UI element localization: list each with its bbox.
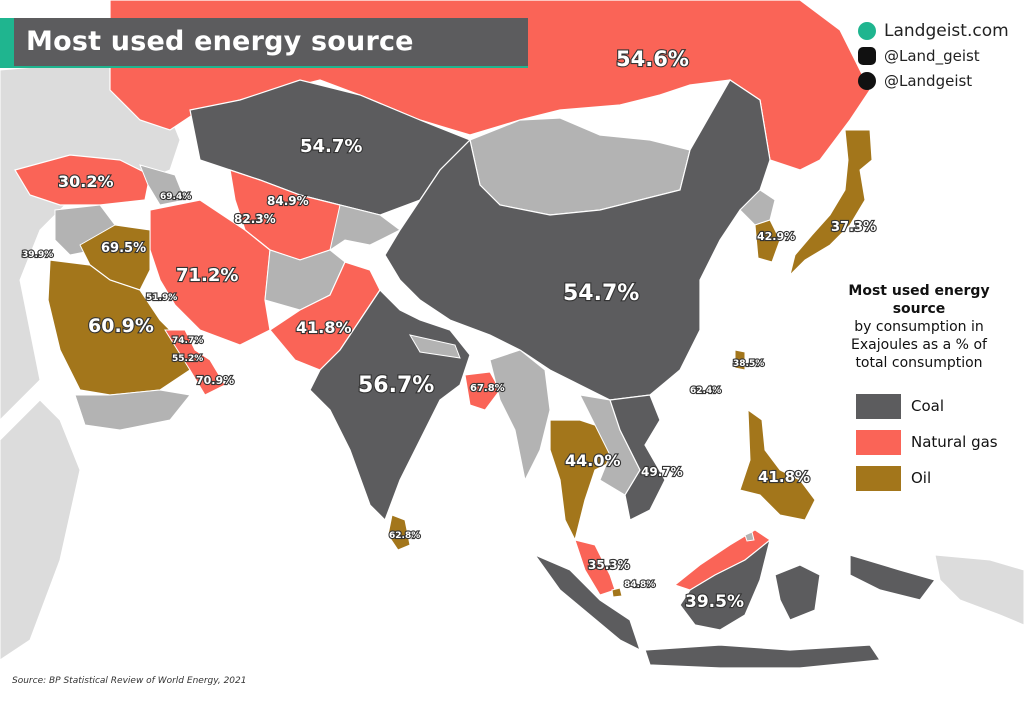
region-label-malaysia: 35.3% <box>588 558 630 572</box>
indonesia-region <box>533 538 937 669</box>
region-label-japan: 37.3% <box>831 220 876 235</box>
globe-icon <box>858 21 876 40</box>
gulf-states-region <box>164 329 226 396</box>
page-title: Most used energy source <box>26 26 414 57</box>
region-label-south-korea: 42.9% <box>757 230 795 243</box>
south-korea-region <box>754 219 781 263</box>
bangladesh-region <box>464 371 501 411</box>
africa-land <box>0 399 81 661</box>
brand-instagram-row[interactable]: @Land_geist <box>858 43 1018 68</box>
region-label-indonesia: 39.5% <box>685 592 744 612</box>
region-label-pakistan: 41.8% <box>296 318 352 337</box>
myanmar-region <box>489 349 551 482</box>
legend-label-oil: Oil <box>911 469 932 487</box>
legend-label-coal: Coal <box>911 397 945 415</box>
sri-lanka-region <box>387 514 411 551</box>
legend-label-gas: Natural gas <box>911 433 998 451</box>
region-label-iraq: 69.5% <box>101 241 146 256</box>
png-land <box>934 554 1024 626</box>
legend-swatch-oil <box>856 465 901 491</box>
brand-twitter-row[interactable]: @Landgeist <box>858 68 1018 93</box>
region-label-turkey: 30.2% <box>58 172 114 191</box>
region-label-kazakhstan: 54.7% <box>300 136 362 157</box>
region-label-singapore: 84.8% <box>624 580 655 590</box>
legend-subtitle: by consumption in Exajoules as a % of to… <box>851 319 987 371</box>
iran-region <box>149 199 271 346</box>
region-label-uzbekistan: 82.3% <box>234 212 276 226</box>
brand-site-row[interactable]: Landgeist.com <box>858 18 1018 43</box>
taiwan-region <box>734 349 746 371</box>
region-label-sri-lanka: 62.8% <box>389 531 420 541</box>
philippines-region <box>739 408 816 521</box>
legend-item-coal: Coal <box>840 388 998 424</box>
region-label-azerbaijan: 69.4% <box>160 192 191 202</box>
region-label-israel: 39.9% <box>22 250 53 260</box>
brand-site: Landgeist.com <box>884 20 1009 41</box>
brand-twitter: @Landgeist <box>884 71 973 90</box>
legend-swatch-coal <box>856 393 901 419</box>
region-label-russia: 54.6% <box>616 47 689 71</box>
turkey-region <box>14 154 151 206</box>
legend-title: Most used energy source <box>848 283 990 317</box>
region-label-hong-kong: 62.4% <box>690 386 721 396</box>
source-note: Source: BP Statistical Review of World E… <box>12 676 247 686</box>
region-label-india: 56.7% <box>358 373 434 398</box>
region-label-qatar: 74.7% <box>172 336 203 346</box>
title-banner: Most used energy source <box>0 18 528 68</box>
brunei-region <box>744 531 755 542</box>
region-label-uae: 55.2% <box>172 354 203 364</box>
legend: Most used energy source by consumption i… <box>840 282 998 496</box>
region-label-oman: 70.9% <box>196 374 234 387</box>
region-label-china: 54.7% <box>563 281 639 306</box>
legend-item-gas: Natural gas <box>840 424 998 460</box>
japan-region <box>789 129 873 277</box>
north-korea-region <box>739 189 776 226</box>
region-label-iran: 71.2% <box>176 265 238 286</box>
brand-block: Landgeist.com @Land_geist @Landgeist <box>858 18 1018 93</box>
legend-item-oil: Oil <box>840 460 998 496</box>
region-label-vietnam: 49.7% <box>641 465 683 479</box>
brand-instagram: @Land_geist <box>884 46 980 65</box>
legend-swatch-gas <box>856 429 901 455</box>
region-label-philippines: 41.8% <box>758 468 810 486</box>
region-label-bangladesh: 67.8% <box>470 383 505 394</box>
singapore-region <box>611 587 623 598</box>
caucasus-region <box>139 164 186 206</box>
vietnam-region <box>609 394 666 521</box>
region-label-saudi: 60.9% <box>88 315 154 337</box>
yemen-region <box>74 389 191 431</box>
nepal-region <box>408 334 461 359</box>
instagram-icon <box>858 46 876 65</box>
region-label-thailand: 44.0% <box>565 451 621 470</box>
twitter-icon <box>858 71 876 90</box>
region-label-taiwan: 38.5% <box>733 359 764 369</box>
region-label-kuwait: 51.9% <box>146 293 177 303</box>
region-label-turkmenistan: 84.9% <box>267 194 309 208</box>
